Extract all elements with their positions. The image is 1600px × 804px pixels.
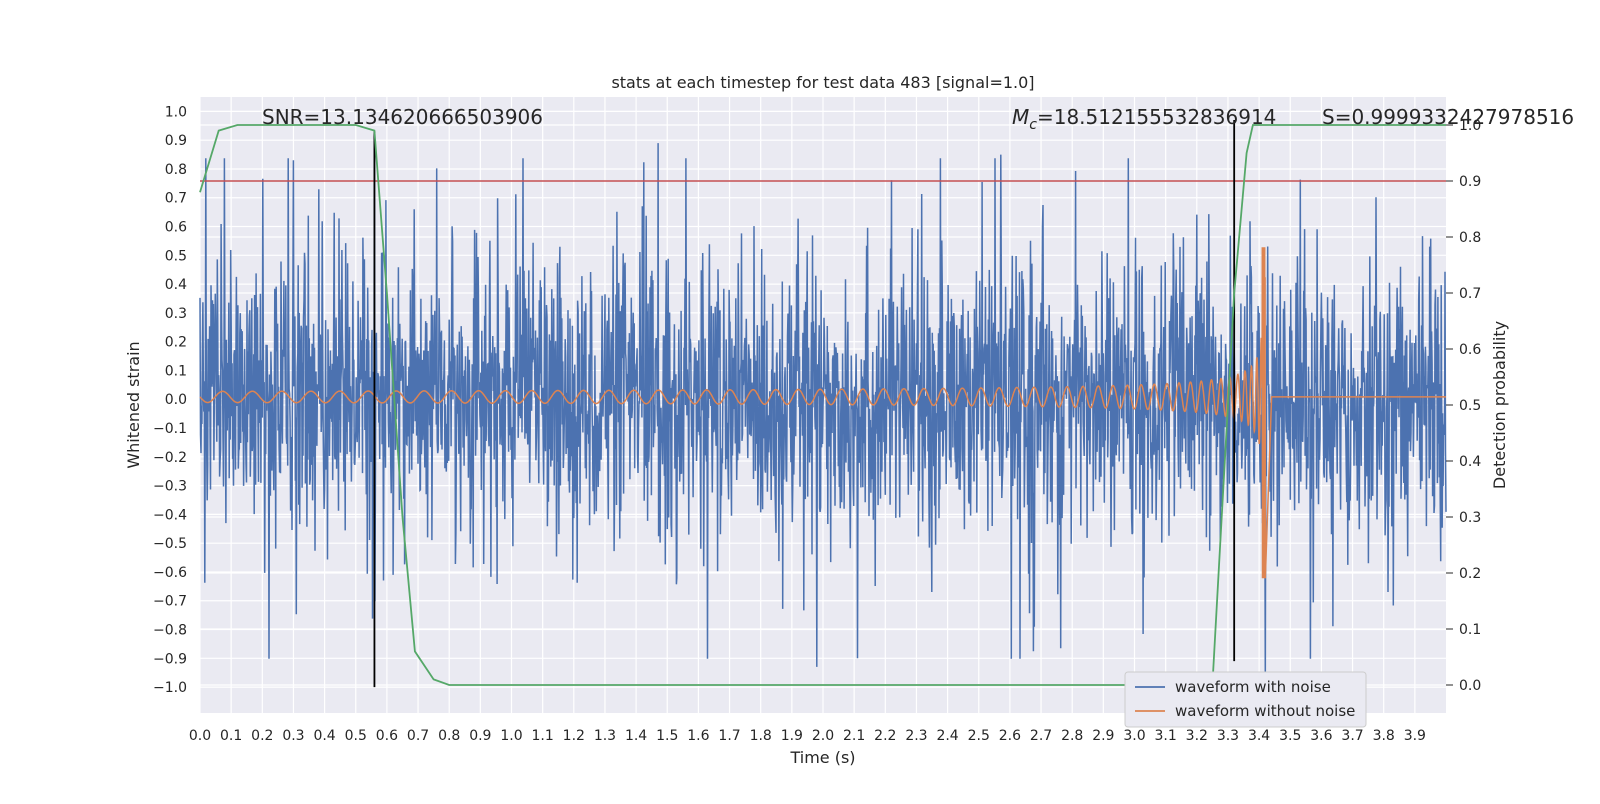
data-layer xyxy=(199,120,1447,688)
y2-tick-label: 0.1 xyxy=(1459,622,1481,638)
snr-annotation: SNR=13.134620666503906 xyxy=(262,105,543,129)
y-tick-label: −0.1 xyxy=(153,421,187,437)
x-tick-label: 3.2 xyxy=(1186,728,1208,744)
y-tick-label: 0.4 xyxy=(165,277,187,293)
x-tick-label: 1.0 xyxy=(500,728,522,744)
y2-axis-label: Detection probability xyxy=(1490,321,1509,489)
y-tick-label: −0.7 xyxy=(153,594,187,610)
x-tick-label: 0.5 xyxy=(345,728,367,744)
y-tick-label: 0.3 xyxy=(165,306,187,322)
grid xyxy=(199,97,1446,713)
detection-score-annotation: S=0.9999332427978516 xyxy=(1322,105,1574,129)
x-tick-label: 0.2 xyxy=(251,728,273,744)
x-tick-label: 0.6 xyxy=(376,728,398,744)
x-tick-label: 1.1 xyxy=(532,728,554,744)
y2-tick-label: 0.0 xyxy=(1459,678,1481,694)
x-tick-label: 3.1 xyxy=(1155,728,1177,744)
x-tick-label: 2.9 xyxy=(1092,728,1114,744)
y-tick-label: 0.6 xyxy=(165,220,187,236)
y-tick-label: −0.8 xyxy=(153,623,187,639)
x-tick-label: 2.2 xyxy=(874,728,896,744)
x-tick-label: 2.5 xyxy=(968,728,990,744)
mc-symbol: M xyxy=(1012,105,1029,129)
legend: waveform with noise waveform without noi… xyxy=(1124,671,1367,728)
y-tick-label: −0.6 xyxy=(153,565,187,581)
y2-tick-label: 0.3 xyxy=(1459,510,1481,526)
chirp-mass-annotation: Mc=18.512155532836914 xyxy=(1012,105,1276,133)
x-tick-label: 0.7 xyxy=(407,728,429,744)
legend-label-clean: waveform without noise xyxy=(1175,702,1355,720)
y-tick-label: −0.2 xyxy=(153,450,187,466)
x-tick-label: 3.8 xyxy=(1373,728,1395,744)
x-tick-label: 2.7 xyxy=(1030,728,1052,744)
y-tick-label: −0.5 xyxy=(153,536,187,552)
y-tick-label: 0.8 xyxy=(165,162,187,178)
x-tick-label: 0.8 xyxy=(438,728,460,744)
x-tick-label: 3.4 xyxy=(1248,728,1270,744)
x-tick-label: 3.0 xyxy=(1123,728,1145,744)
x-tick-label: 3.6 xyxy=(1310,728,1332,744)
series-line-clean xyxy=(199,247,1446,579)
y-tick-label: −0.3 xyxy=(153,479,187,495)
y-tick-label: 0.9 xyxy=(165,133,187,149)
x-tick-label: 1.6 xyxy=(687,728,709,744)
x-tick-label: 2.8 xyxy=(1061,728,1083,744)
x-tick-label: 2.3 xyxy=(905,728,927,744)
x-tick-label: 1.8 xyxy=(750,728,772,744)
legend-label-noise: waveform with noise xyxy=(1175,678,1331,696)
x-tick-label: 1.2 xyxy=(563,728,585,744)
axes: 0.0 0.1 0.2 0.3 0.4 0.5 0.6 0.7 0.8 0.9 1.0 1.1 1.2 1… xyxy=(153,104,1481,744)
x-tick-label: 0.0 xyxy=(189,728,211,744)
y2-tick-label: 1.0 xyxy=(1459,118,1481,134)
x-tick-label: 3.7 xyxy=(1341,728,1363,744)
x-tick-label: 1.5 xyxy=(656,728,678,744)
chart-title: stats at each timestep for test data 483… xyxy=(611,73,1034,92)
x-axis-label: Time (s) xyxy=(789,748,855,767)
legend-box xyxy=(1124,671,1367,728)
y-axis-label: Whitened strain xyxy=(124,341,143,468)
y-tick-label: 0.2 xyxy=(165,335,187,351)
x-tick-label: 3.3 xyxy=(1217,728,1239,744)
x-tick-label: 3.9 xyxy=(1404,728,1426,744)
y-tick-label: −0.9 xyxy=(153,651,187,667)
series-line-probability xyxy=(199,124,1446,686)
y-tick-label: 0.1 xyxy=(165,363,187,379)
y-tick-label: 0.0 xyxy=(165,392,187,408)
mc-value: =18.512155532836914 xyxy=(1037,105,1276,129)
x-tick-label: 1.9 xyxy=(781,728,803,744)
y2-tick-label: 0.2 xyxy=(1459,566,1481,582)
y2-tick-label: 0.5 xyxy=(1459,398,1481,414)
y2-tick-label: 0.8 xyxy=(1459,230,1481,246)
y-tick-label: 0.5 xyxy=(165,248,187,264)
y-tick-label: −1.0 xyxy=(153,680,187,696)
y-tick-label: −0.4 xyxy=(153,507,187,523)
y2-tick-label: 0.7 xyxy=(1459,286,1481,302)
x-tick-label: 2.4 xyxy=(936,728,958,744)
x-tick-label: 0.1 xyxy=(220,728,242,744)
y2-tick-label: 0.6 xyxy=(1459,342,1481,358)
x-tick-label: 0.4 xyxy=(313,728,335,744)
x-tick-label: 0.9 xyxy=(469,728,491,744)
mc-subscript: c xyxy=(1029,117,1037,133)
y-tick-label: 0.7 xyxy=(165,191,187,207)
y-tick-label: 1.0 xyxy=(165,104,187,120)
x-tick-label: 1.7 xyxy=(718,728,740,744)
y2-tick-label: 0.4 xyxy=(1459,454,1481,470)
y2-tick-label: 0.9 xyxy=(1459,174,1481,190)
x-tick-label: 1.3 xyxy=(594,728,616,744)
x-tick-label: 2.6 xyxy=(999,728,1021,744)
x-tick-label: 0.3 xyxy=(282,728,304,744)
x-tick-label: 2.0 xyxy=(812,728,834,744)
x-tick-label: 3.5 xyxy=(1279,728,1301,744)
x-tick-label: 2.1 xyxy=(843,728,865,744)
x-tick-label: 1.4 xyxy=(625,728,647,744)
